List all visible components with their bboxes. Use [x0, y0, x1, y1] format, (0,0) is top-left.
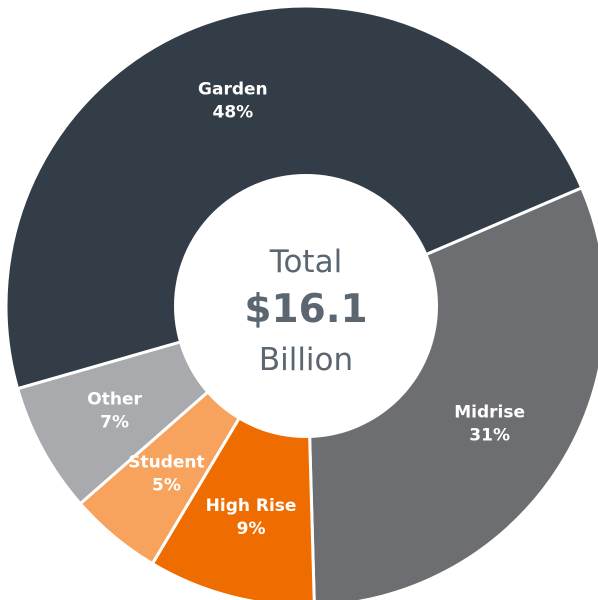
slice-label-midrise: Midrise	[454, 402, 525, 422]
slice-percent-high-rise: 9%	[237, 519, 266, 539]
slice-percent-other: 7%	[100, 412, 129, 432]
slice-labels: Garden 48% Midrise 31% High Rise 9% Student 5% O…	[87, 80, 525, 539]
slice-percent-student: 5%	[152, 475, 181, 495]
donut-hole	[174, 174, 438, 438]
slice-label-garden: Garden	[198, 80, 268, 100]
center-total-label: Total	[269, 244, 342, 280]
slice-label-other: Other	[87, 389, 142, 409]
slice-percent-garden: 48%	[213, 103, 254, 123]
slice-percent-midrise: 31%	[469, 425, 510, 445]
center-total: Total $16.1 Billion	[244, 244, 367, 378]
center-total-unit: Billion	[259, 342, 353, 378]
slice-label-student: Student	[128, 452, 204, 472]
slice-label-high-rise: High Rise	[206, 496, 297, 516]
center-total-value: $16.1	[244, 287, 367, 332]
